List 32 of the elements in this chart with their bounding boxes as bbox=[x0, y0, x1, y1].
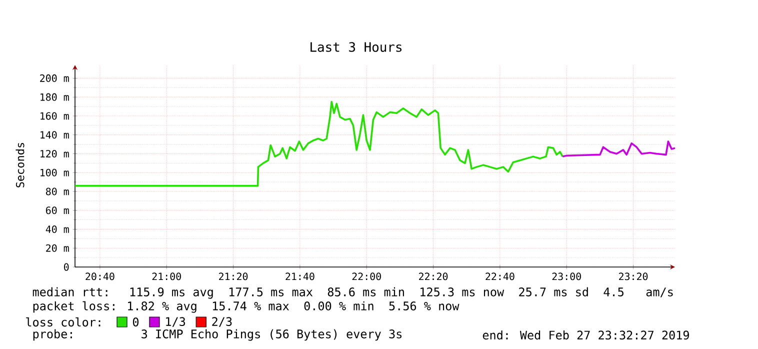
line-series bbox=[562, 140, 676, 158]
text: probe: 3 ICMP Echo Pings (56 Bytes) every 3s bbox=[33, 329, 402, 341]
x-tick-label: 21:20 bbox=[219, 272, 248, 280]
y-tick-label: 160 m bbox=[40, 112, 69, 120]
y-tick-label: 180 m bbox=[40, 93, 69, 101]
line-series bbox=[74, 100, 564, 187]
legend-label: 0 bbox=[132, 318, 139, 326]
x-tick-label: 21:40 bbox=[286, 272, 314, 280]
chart-title: Last 3 Hours bbox=[310, 42, 402, 52]
x-tick-label: 23:00 bbox=[552, 272, 581, 280]
text: end: Wed Feb 27 23:32:27 2019 bbox=[482, 330, 689, 340]
legend-label: 1/3 bbox=[166, 317, 186, 327]
x-tick-label: 21:00 bbox=[152, 272, 181, 280]
y-tick-label: 80 m bbox=[46, 188, 69, 196]
y-tick-label: 60 m bbox=[46, 206, 69, 214]
x-tick-label: 22:20 bbox=[419, 272, 448, 280]
text: median rtt: 115.9 ms avg 177.5 ms max 85.6 ms min 125.3 ms now 25.7 ms sd 4.5 am/s bbox=[32, 287, 673, 299]
y-tick-label: 40 m bbox=[46, 225, 69, 234]
x-tick-label: 23:20 bbox=[619, 272, 648, 280]
x-tick-label: 20:40 bbox=[86, 272, 114, 280]
y-tick-label: 20 m bbox=[46, 244, 69, 252]
legend-title: loss color: bbox=[26, 317, 100, 327]
y-tick-label: 120 m bbox=[40, 150, 69, 158]
x-tick-label: 22:00 bbox=[352, 272, 381, 280]
legend-label: 2/3 bbox=[212, 317, 232, 327]
x-tick-label: 22:40 bbox=[486, 272, 514, 280]
y-tick-label: 140 m bbox=[40, 131, 69, 139]
text: packet loss: 1.82 % avg 15.74 % max 0.00 % min 5.56 % now bbox=[33, 301, 460, 313]
y-tick-label: 200 m bbox=[40, 74, 69, 82]
y-tick-label: 100 m bbox=[40, 168, 69, 176]
y-axis-title: Seconds bbox=[16, 142, 24, 188]
y-tick-label: 0 bbox=[64, 263, 69, 271]
